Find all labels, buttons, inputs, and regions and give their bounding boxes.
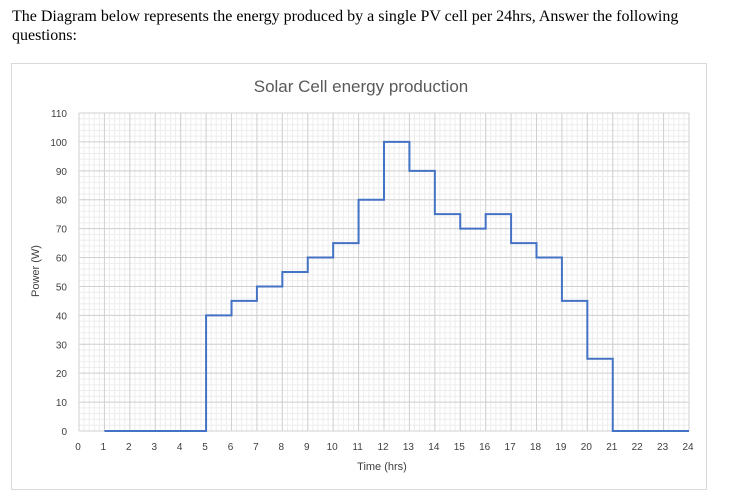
x-tick-label: 10 [327, 442, 339, 453]
x-tick-label: 13 [403, 442, 415, 453]
x-tick-label: 9 [304, 442, 310, 453]
y-tick-label: 40 [56, 311, 68, 322]
y-tick-label: 10 [56, 398, 68, 409]
chart-title: Solar Cell energy production [254, 77, 469, 96]
step-chart: Solar Cell energy production 01020304050… [30, 77, 694, 473]
series-line [104, 140, 689, 432]
series-power [104, 140, 689, 432]
x-tick-label: 19 [555, 442, 567, 453]
y-tick-label: 90 [56, 167, 68, 178]
x-tick-label: 2 [126, 442, 132, 453]
y-tick-label: 0 [61, 427, 67, 438]
x-tick-label: 0 [75, 442, 81, 453]
x-tick-label: 6 [228, 442, 234, 453]
x-tick-label: 8 [279, 442, 285, 453]
question-text: The Diagram below represents the energy … [12, 8, 679, 44]
x-tick-label: 4 [177, 442, 183, 453]
x-tick-label: 11 [352, 442, 363, 453]
x-tick-label: 15 [454, 442, 466, 453]
y-tick-label: 100 [50, 138, 67, 149]
x-tick-label: 3 [151, 442, 157, 453]
y-tick-label: 70 [56, 225, 68, 236]
x-tick-label: 24 [682, 442, 694, 453]
chart-frame: Solar Cell energy production 0 10 20 30 40 50… [11, 63, 707, 490]
x-tick-label: 18 [530, 442, 542, 453]
x-tick-label: 20 [581, 442, 593, 453]
x-tick-label: 5 [202, 442, 208, 453]
x-tick-label: 17 [505, 442, 517, 453]
x-tick-label: 23 [657, 442, 669, 453]
x-tick-label: 7 [253, 442, 259, 453]
y-tick-label: 60 [56, 254, 68, 265]
x-tick-label: 14 [428, 442, 440, 453]
y-axis-label: Power (W) [30, 245, 42, 297]
y-tick-label: 110 [51, 109, 67, 120]
x-tick-label: 12 [377, 442, 389, 453]
y-tick-label: 50 [56, 282, 68, 293]
y-tick-label: 20 [56, 369, 68, 380]
y-tick-label: 30 [56, 340, 68, 351]
x-tick-label: 21 [606, 442, 618, 453]
x-tick-labels: 0 1 2 3 4 5 6 7 8 9 10 11 12 13 14 15 16 17 18 19 20 21 22 23 24 [75, 442, 694, 453]
x-tick-label: 16 [479, 442, 491, 453]
x-axis-label: Time (hrs) [357, 461, 407, 473]
y-tick-labels: 0 10 20 30 40 50 60 70 80 90 100 110 [50, 109, 67, 438]
y-tick-label: 80 [56, 196, 68, 207]
x-tick-label: 1 [101, 442, 107, 453]
x-tick-label: 22 [632, 442, 644, 453]
